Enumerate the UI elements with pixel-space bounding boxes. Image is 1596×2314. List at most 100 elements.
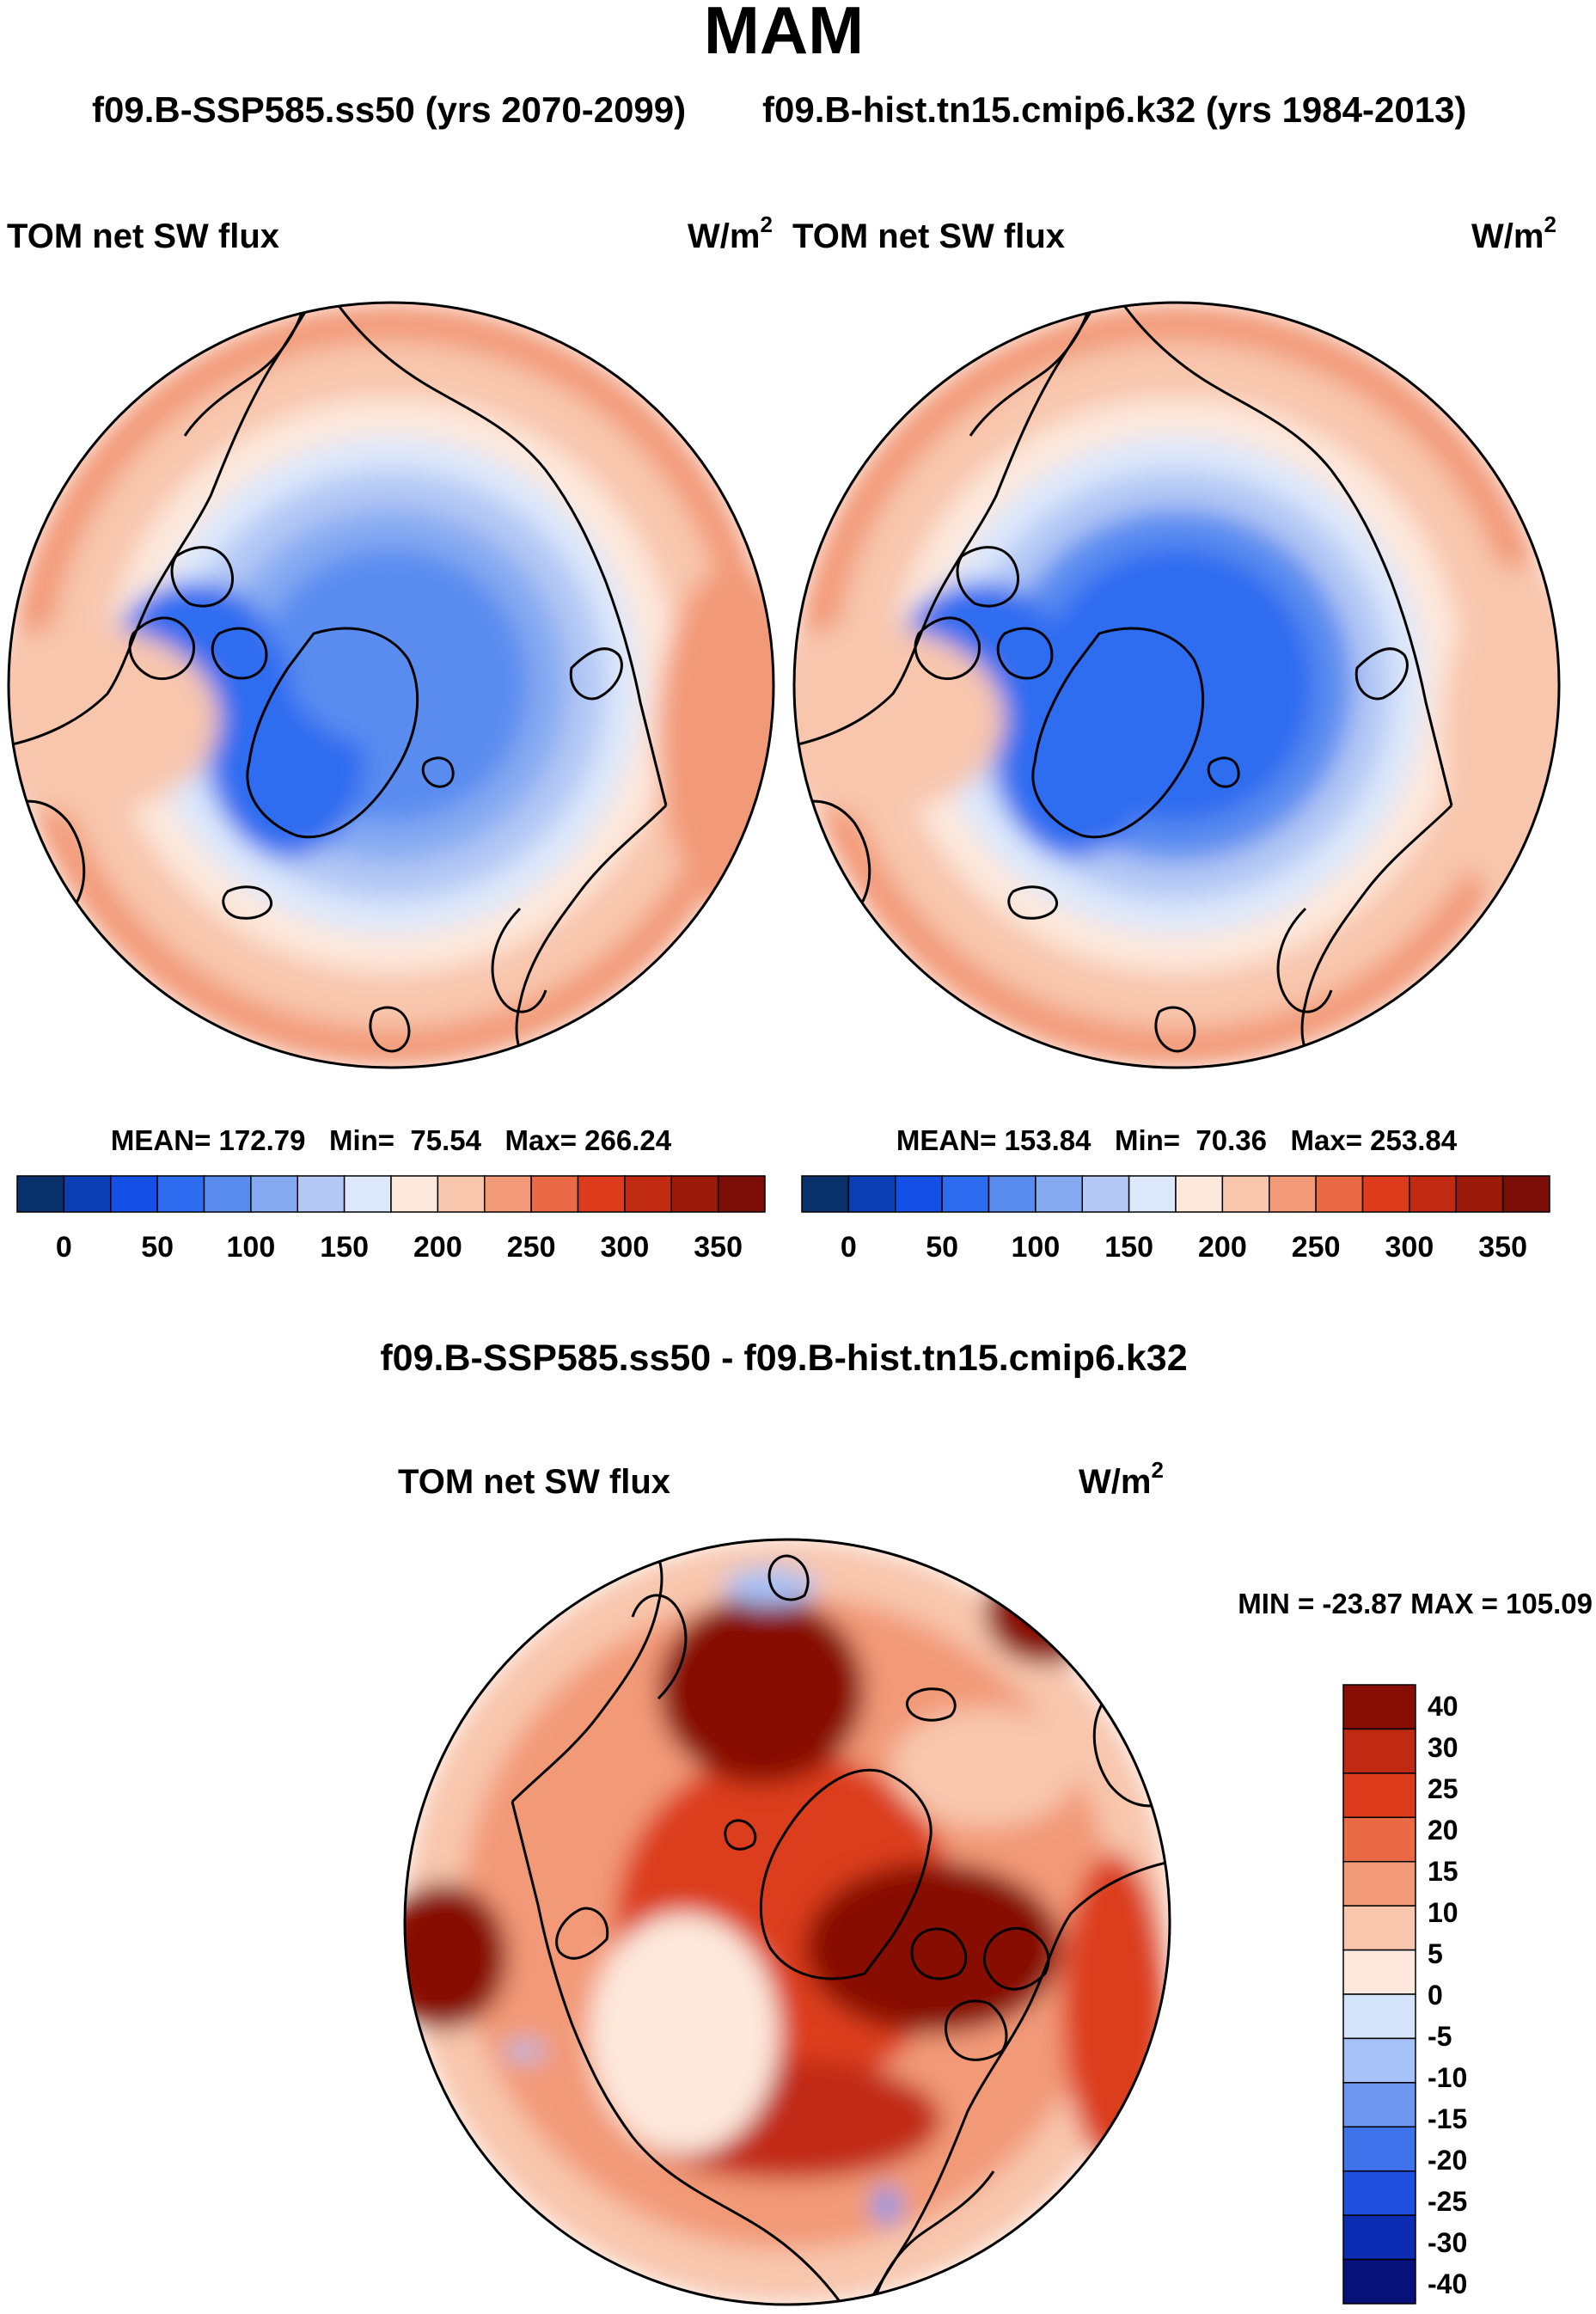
coastline xyxy=(211,627,268,680)
field-region xyxy=(658,1595,865,1784)
coastline xyxy=(767,1554,810,1601)
coastline xyxy=(1276,907,1333,1013)
stats-historical: MEAN= 153.84 Min= 70.36 Max= 253.84 xyxy=(896,1124,1458,1156)
colorbar-box xyxy=(16,1175,65,1213)
panel-ssp585: TOM net SW flux W/m2 MEAN= 172.79 Min= 7… xyxy=(7,211,775,1264)
stats-ssp585: MEAN= 172.79 Min= 75.54 Max= 266.24 xyxy=(111,1124,672,1156)
panel-ssp585-units-base: W/m xyxy=(688,217,760,255)
coastline xyxy=(9,799,86,909)
colorbar-box xyxy=(1269,1175,1317,1213)
coastline xyxy=(1092,1698,1170,1808)
coastline xyxy=(491,907,547,1013)
colorbar-tick-label: 350 xyxy=(1478,1231,1527,1264)
panel-difference-units: W/m2 xyxy=(1079,1457,1164,1501)
colorbar-box xyxy=(484,1175,532,1213)
colorbar-box xyxy=(670,1175,719,1213)
colorbar-tick-label: -5 xyxy=(1428,2021,1452,2052)
colorbar-ssp585: 0 50 100 150 200 250 300 350 xyxy=(16,1175,766,1264)
panel-ssp585-units-exp: 2 xyxy=(760,211,772,237)
colorbar-box xyxy=(530,1175,579,1213)
colorbar-tick-label: 15 xyxy=(1428,1856,1458,1887)
colorbar-tick-label: 150 xyxy=(320,1231,369,1264)
coastline xyxy=(631,1594,688,1700)
colorbar-tick-label: -25 xyxy=(1428,2186,1467,2217)
map-historical xyxy=(794,303,1559,1068)
colorbar-box xyxy=(717,1175,766,1213)
colorbar-box xyxy=(1342,1684,1416,1730)
coastline xyxy=(511,1540,663,1803)
panel-ssp585-units: W/m2 xyxy=(688,211,773,255)
colorbar-tick-label: 100 xyxy=(227,1231,276,1264)
colorbar-tick-label: 40 xyxy=(1428,1691,1458,1722)
coastlines-historical xyxy=(794,303,1453,1068)
colorbar-box xyxy=(577,1175,626,1213)
field-ssp585 xyxy=(9,303,774,1068)
coastline xyxy=(983,1926,1050,1991)
coastline xyxy=(1154,1006,1196,1053)
colorbar-box xyxy=(203,1175,252,1213)
field-region xyxy=(405,1883,508,2029)
colorbar-box xyxy=(1342,2258,1416,2305)
map-difference xyxy=(405,1540,1170,2305)
colorbar-box xyxy=(1342,2170,1416,2216)
colorbar-box xyxy=(1342,1949,1416,1995)
colorbar-box xyxy=(63,1175,112,1213)
colorbar-tick-label: 100 xyxy=(1012,1231,1061,1264)
colorbar-tick-label: 300 xyxy=(1385,1231,1434,1264)
coastlines-difference xyxy=(511,1540,1170,2305)
colorbar-tick-label: 0 xyxy=(1428,1980,1443,2011)
coastline xyxy=(1031,627,1205,839)
coastline xyxy=(905,1687,957,1722)
coastline xyxy=(128,616,195,681)
coastline xyxy=(246,627,419,839)
colorbar-box xyxy=(1361,1175,1410,1213)
coastline xyxy=(759,1768,933,1980)
colorbar-box xyxy=(1342,1816,1416,1863)
coastline xyxy=(945,1999,1008,2061)
colorbar-tick-label: 50 xyxy=(926,1231,958,1264)
coastline xyxy=(914,616,981,681)
colorbar-box xyxy=(297,1175,345,1213)
colorbar-tick-label: 200 xyxy=(1198,1231,1247,1264)
coastline xyxy=(170,546,234,608)
colorbar-box xyxy=(1342,2214,1416,2261)
field-region xyxy=(1062,1853,1165,2163)
field-region xyxy=(1073,586,1297,750)
map-ssp585 xyxy=(9,303,774,1068)
panel-ssp585-label: TOM net SW flux xyxy=(7,217,279,255)
colorbar-box xyxy=(1342,1772,1416,1819)
field-region xyxy=(723,1568,817,1606)
colorbar-box xyxy=(1342,2037,1416,2084)
coastline xyxy=(421,756,455,788)
colorbar-box xyxy=(343,1175,392,1213)
coastline xyxy=(956,546,1019,608)
colorbar-box xyxy=(847,1175,896,1213)
colorbar-box xyxy=(1128,1175,1177,1213)
colorbar-tick-label: 350 xyxy=(694,1231,743,1264)
colorbar-box xyxy=(1455,1175,1504,1213)
colorbar-tick-label: -10 xyxy=(1428,2062,1467,2093)
colorbar-box xyxy=(1342,1728,1416,1774)
field-region xyxy=(890,1707,1079,1827)
colorbar-box xyxy=(437,1175,486,1213)
field-region xyxy=(288,586,511,750)
coastline xyxy=(794,303,1110,747)
coastline xyxy=(910,1927,968,1980)
coastline xyxy=(222,885,273,920)
coastline xyxy=(1300,804,1453,1068)
panel-historical: TOM net SW flux W/m2 MEAN= 153.84 Min= 7… xyxy=(792,211,1561,1264)
colorbar-box xyxy=(801,1175,850,1213)
colorbar-tick-label: 300 xyxy=(601,1231,650,1264)
colorbar-box xyxy=(1342,1860,1416,1907)
colorbar-box xyxy=(1409,1175,1457,1213)
coastline xyxy=(183,303,307,437)
coastline xyxy=(1106,303,1453,806)
field-region xyxy=(504,2042,546,2060)
colorbar-box xyxy=(895,1175,943,1213)
colorbar-tick-label: 250 xyxy=(507,1231,556,1264)
colorbar-box xyxy=(390,1175,439,1213)
colorbar-tick-label: -40 xyxy=(1428,2268,1467,2299)
panel-historical-units: W/m2 xyxy=(1471,211,1556,255)
colorbar-box xyxy=(1342,1905,1416,1951)
